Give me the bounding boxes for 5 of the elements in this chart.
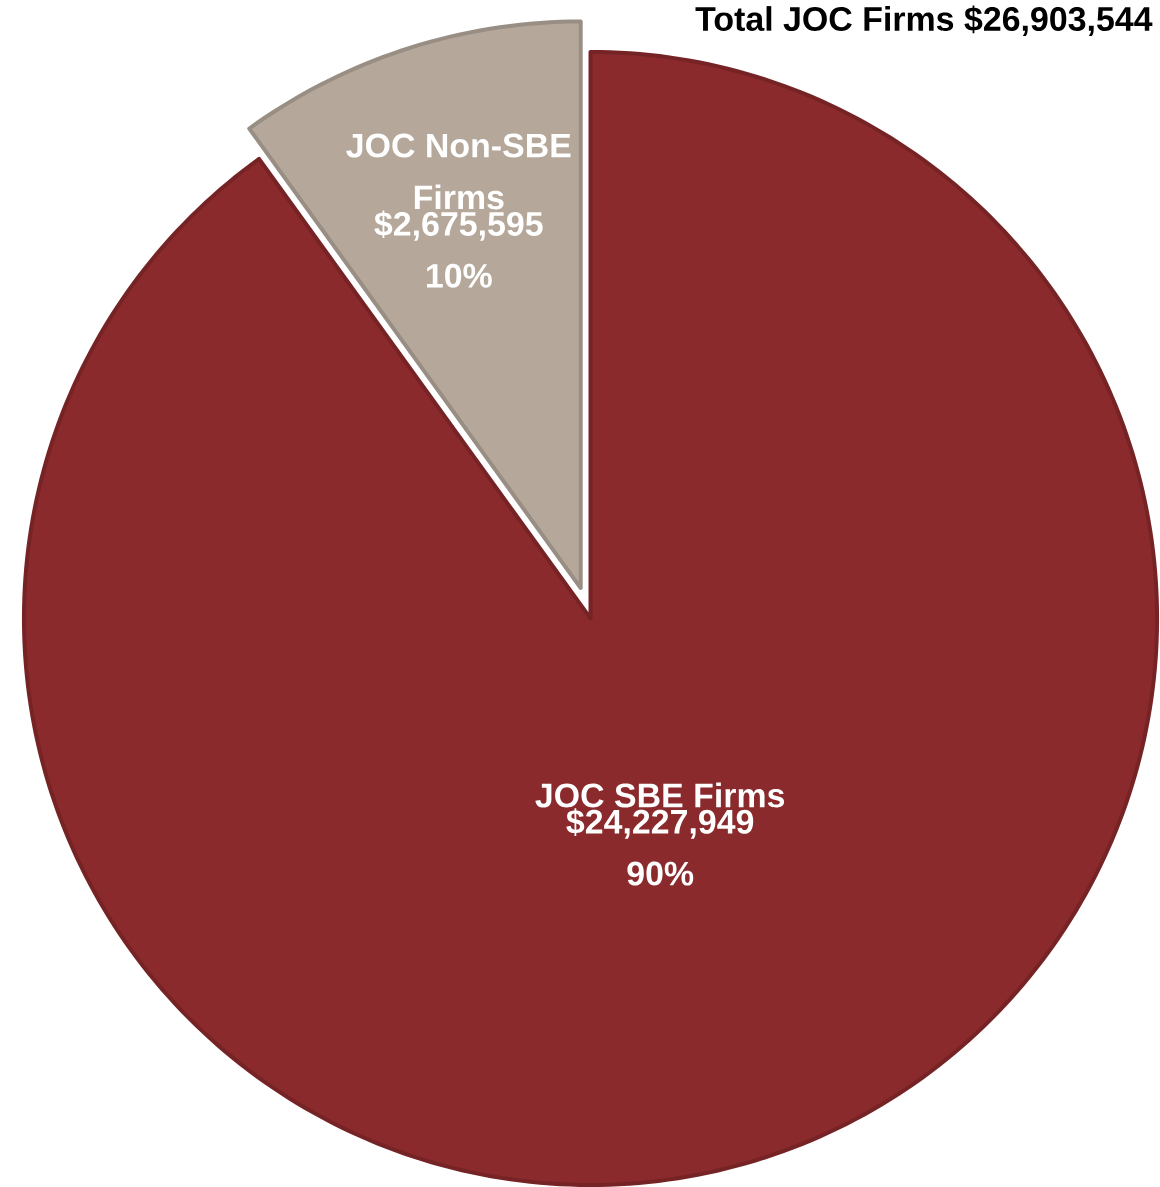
slice-label: JOC SBE Firms (535, 782, 785, 808)
data-label: $2,675,595 10% (374, 210, 543, 288)
chart-title: Total JOC Firms $26,903,544 (695, 5, 1153, 36)
slice-label: JOC Non-SBE Firms (346, 133, 571, 210)
data-label: $24,227,949 90% (566, 808, 754, 886)
